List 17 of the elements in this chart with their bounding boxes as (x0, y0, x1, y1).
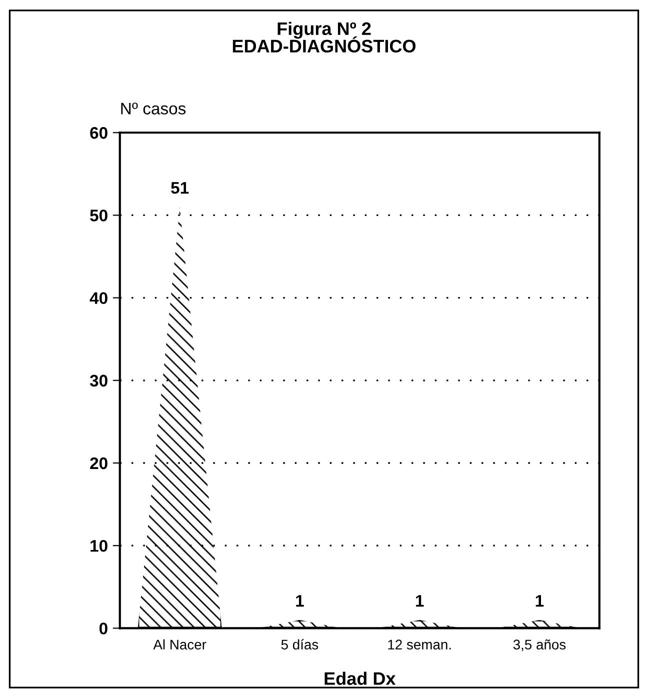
data-label: 1 (416, 595, 424, 607)
y-tick-label: 10 (90, 540, 108, 552)
x-tick-label: 3,5 años (513, 639, 566, 652)
data-label: 1 (296, 595, 304, 607)
x-axis-title: Edad Dx (324, 672, 396, 685)
data-label: 51 (171, 182, 189, 194)
x-tick-label: Al Nacer (153, 639, 206, 650)
y-tick-label: 50 (90, 210, 108, 222)
x-tick-label: 12 seman. (388, 640, 451, 650)
y-tick-label: 30 (90, 374, 108, 387)
data-label: 1 (536, 595, 544, 607)
x-tick-label: 5 días (281, 639, 318, 650)
y-tick-label: 20 (90, 457, 108, 470)
y-tick-label: 60 (90, 127, 108, 139)
y-tick-label: 40 (90, 292, 108, 304)
y-tick-label: 0 (99, 622, 108, 634)
y-axis-title: Nº casos (121, 102, 186, 114)
